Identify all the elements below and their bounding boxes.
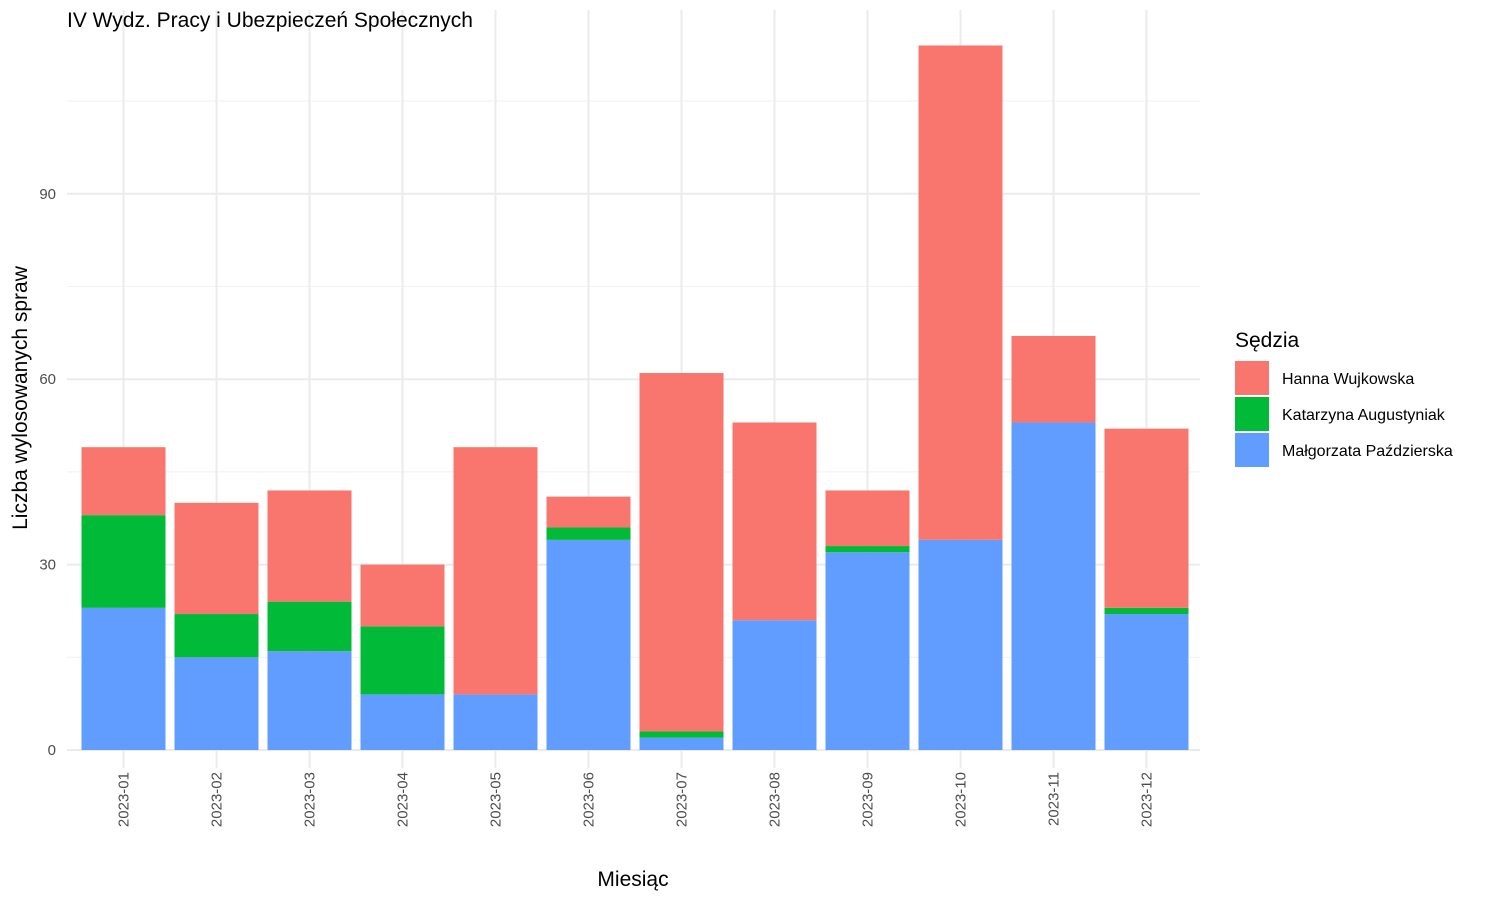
- bar-segment: [453, 694, 538, 750]
- bar-segment: [360, 694, 445, 750]
- legend: Sędzia Hanna Wujkowska Katarzyna Augustyn…: [1235, 329, 1453, 467]
- bar-segment: [174, 502, 259, 615]
- legend-label: Katarzyna Augustyniak: [1282, 407, 1446, 424]
- y-tick-label: 30: [39, 557, 56, 574]
- y-tick-label: 60: [39, 371, 56, 388]
- bar-segment: [1104, 614, 1189, 750]
- bar-segment: [546, 539, 631, 750]
- x-tick-label: 2023-05: [488, 772, 505, 827]
- bar-segment: [639, 731, 724, 738]
- bar-segment: [174, 657, 259, 750]
- x-tick-label: 2023-06: [581, 772, 598, 827]
- bar-segment: [1104, 607, 1189, 615]
- y-tick-label: 90: [39, 186, 56, 203]
- x-axis-ticks: 2023-01 2023-02 2023-03 2023-04 2023-05 2023-…: [116, 772, 1156, 827]
- legend-label: Hanna Wujkowska: [1282, 371, 1414, 388]
- chart-title: IV Wydz. Pracy i Ubezpieczeń Społecznych: [67, 9, 473, 32]
- x-tick-label: 2023-11: [1046, 772, 1063, 826]
- bar-segment: [639, 373, 724, 732]
- y-tick-label: 0: [48, 742, 56, 759]
- bar-segment: [81, 607, 166, 750]
- bar-segment: [825, 546, 910, 553]
- bar-segment: [360, 626, 445, 695]
- legend-key: [1235, 433, 1269, 467]
- bar-segment: [825, 552, 910, 750]
- x-tick-label: 2023-08: [767, 772, 784, 827]
- legend-key: [1235, 397, 1269, 431]
- bar-segment: [918, 45, 1003, 540]
- bar-segment: [639, 737, 724, 750]
- bar-segment: [1104, 428, 1189, 608]
- bar-segment: [267, 490, 352, 602]
- bar-segment: [825, 490, 910, 547]
- bar-segment: [546, 496, 631, 528]
- bar-segment: [81, 447, 166, 516]
- x-tick-label: 2023-02: [209, 772, 226, 827]
- x-tick-label: 2023-03: [302, 772, 319, 827]
- legend-label: Małgorzata Paździerska: [1282, 443, 1453, 460]
- bar-segment: [1011, 422, 1096, 750]
- x-tick-label: 2023-10: [953, 772, 970, 827]
- bar-segment: [918, 539, 1003, 750]
- bar-segment: [1011, 335, 1096, 423]
- x-tick-label: 2023-09: [860, 772, 877, 827]
- bar-segment: [81, 515, 166, 608]
- legend-title: Sędzia: [1235, 329, 1300, 352]
- y-axis-ticks: 0 30 60 90: [39, 186, 56, 759]
- bars: [81, 45, 1189, 750]
- bar-segment: [546, 527, 631, 540]
- bar-segment: [174, 614, 259, 658]
- x-tick-label: 2023-07: [674, 772, 691, 827]
- bar-segment: [453, 447, 538, 695]
- legend-key: [1235, 361, 1269, 395]
- bar-segment: [267, 651, 352, 750]
- x-axis-title: Miesiąc: [597, 868, 668, 891]
- x-tick-label: 2023-12: [1139, 772, 1156, 827]
- bar-segment: [360, 564, 445, 627]
- bar-segment: [732, 422, 817, 621]
- y-axis-title: Liczba wylosowanych spraw: [9, 265, 32, 530]
- x-tick-label: 2023-04: [395, 772, 412, 827]
- bar-segment: [732, 620, 817, 750]
- x-tick-label: 2023-01: [116, 772, 133, 827]
- bar-segment: [267, 601, 352, 652]
